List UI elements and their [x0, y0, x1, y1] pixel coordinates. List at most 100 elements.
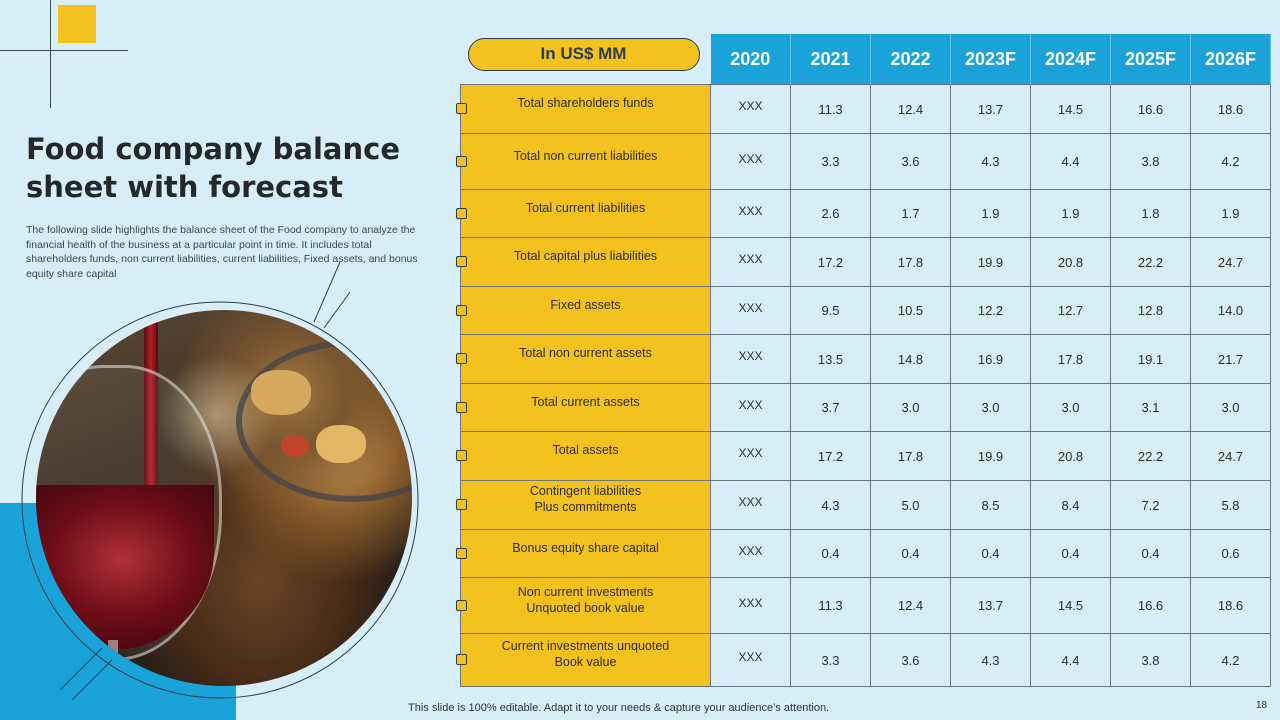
row-label: Bonus equity share capital — [512, 540, 659, 555]
cell-value: 3.3 — [821, 652, 840, 668]
row-label-cell: Current investments unquoted Book value — [456, 633, 711, 687]
table-row: Total current assets XXX 3.7 3.0 3.0 3.0 3.1 3.… — [456, 383, 1271, 432]
value-cell-2026f: 21.7 — [1190, 334, 1271, 384]
row-label: Total capital plus liabilities — [513, 249, 658, 263]
value-cell-2025f: 19.1 — [1110, 334, 1191, 384]
row-label-cell: Total shareholders funds — [456, 84, 711, 134]
row-label-cell: Bonus equity share capital — [456, 529, 711, 578]
value-cell-2023f: 13.7 — [950, 577, 1031, 634]
value-cell-2023f: 1.9 — [950, 189, 1031, 238]
value-cell-2020: XXX — [710, 577, 791, 634]
decor-vertical-line — [50, 0, 51, 108]
cell-value: 5.0 — [901, 497, 920, 513]
row-label-cell: Total current liabilities — [456, 189, 711, 238]
decor-circle-lines — [21, 261, 419, 701]
cell-value: 4.4 — [1061, 154, 1080, 169]
value-cell-2021: 11.3 — [790, 84, 871, 134]
value-cell-2023f: 16.9 — [950, 334, 1031, 384]
cell-value: 4.4 — [1061, 652, 1080, 668]
value-cell-2020: XXX — [710, 633, 791, 687]
cell-value: 17.8 — [897, 448, 924, 464]
decor-yellow-square — [58, 5, 96, 43]
cell-value: 18.6 — [1217, 598, 1244, 613]
value-cell-2021: 17.2 — [790, 237, 871, 287]
value-cell-2022: 10.5 — [870, 286, 951, 335]
cell-value: 5.8 — [1221, 497, 1240, 513]
cell-value: 0.4 — [821, 546, 840, 561]
value-cell-2021: 17.2 — [790, 431, 871, 481]
value-cell-2021: 3.3 — [790, 633, 871, 687]
cell-value: 13.7 — [977, 598, 1004, 613]
value-cell-2026f: 0.6 — [1190, 529, 1271, 578]
cell-value: 16.9 — [977, 351, 1004, 367]
value-cell-2023f: 19.9 — [950, 431, 1031, 481]
value-cell-2022: 17.8 — [870, 431, 951, 481]
cell-value: 4.3 — [981, 652, 1000, 668]
value-cell-2021: 2.6 — [790, 189, 871, 238]
value-cell-2025f: 0.4 — [1110, 529, 1191, 578]
cell-value: 10.5 — [897, 303, 924, 318]
value-cell-2023f: 13.7 — [950, 84, 1031, 134]
value-cell-2026f: 4.2 — [1190, 133, 1271, 190]
value-cell-2023f: 19.9 — [950, 237, 1031, 287]
value-cell-2023f: 4.3 — [950, 633, 1031, 687]
value-cell-2024f: 1.9 — [1030, 189, 1111, 238]
value-cell-2023f: 12.2 — [950, 286, 1031, 335]
value-cell-2024f: 14.5 — [1030, 577, 1111, 634]
value-cell-2026f: 18.6 — [1190, 84, 1271, 134]
cell-value: XXX — [738, 543, 763, 558]
value-cell-2024f: 4.4 — [1030, 633, 1111, 687]
row-label: Total non current assets — [519, 346, 652, 360]
value-cell-2024f: 8.4 — [1030, 480, 1111, 530]
cell-value: 9.5 — [821, 303, 840, 318]
table-row: Current investments unquoted Book value X… — [456, 633, 1271, 687]
cell-value: 1.9 — [1221, 206, 1240, 221]
decor-diagonal-line-top-b — [323, 291, 351, 329]
value-cell-2021: 4.3 — [790, 480, 871, 530]
table-row: Total current liabilities XXX 2.6 1.7 1.9 1.9… — [456, 189, 1271, 238]
value-cell-2026f: 1.9 — [1190, 189, 1271, 238]
cell-value: 3.0 — [981, 400, 1000, 415]
table-row: Contingent liabilities Plus commitments X… — [456, 480, 1271, 530]
value-cell-2022: 12.4 — [870, 577, 951, 634]
cell-value: 3.0 — [1221, 400, 1240, 415]
value-cell-2025f: 3.1 — [1110, 383, 1191, 432]
row-marker — [456, 155, 467, 167]
page-number: 18 — [1256, 700, 1268, 711]
value-cell-2022: 5.0 — [870, 480, 951, 530]
row-marker — [456, 654, 467, 665]
value-cell-2026f: 24.7 — [1190, 237, 1271, 287]
row-label: Fixed assets — [550, 297, 621, 312]
value-cell-2020: XXX — [710, 237, 791, 287]
table-header-row: In US$ MM 2020 2021 2022 2023F 2024F 2025F 202… — [461, 34, 1271, 85]
value-cell-2026f: 3.0 — [1190, 383, 1271, 432]
decor-horizontal-line — [0, 50, 128, 51]
header-label-cell: In US$ MM — [461, 34, 711, 85]
value-cell-2020: XXX — [710, 529, 791, 578]
slide-description: The following slide highlights the balan… — [26, 224, 418, 280]
photo-food-piece — [251, 370, 311, 415]
cell-value: 19.9 — [977, 254, 1004, 270]
cell-value: 12.4 — [897, 598, 924, 613]
value-cell-2026f: 4.2 — [1190, 633, 1271, 687]
cell-value: 1.7 — [901, 206, 920, 221]
cell-value: XXX — [738, 99, 763, 113]
value-cell-2025f: 16.6 — [1110, 84, 1191, 134]
cell-value: XXX — [738, 252, 763, 266]
row-label-cell: Total current assets — [456, 383, 711, 432]
row-marker — [456, 499, 467, 510]
cell-value: 4.3 — [981, 154, 1000, 169]
row-label: Total non current liabilities — [513, 148, 658, 163]
value-cell-2021: 9.5 — [790, 286, 871, 335]
table-body: Total shareholders funds XXX 11.3 12.4 13.7 1… — [456, 84, 1271, 687]
photo-wine — [36, 485, 214, 650]
cell-value: 1.9 — [1061, 206, 1080, 221]
table-row: Total non current liabilities XXX 3.3 3.6 4.… — [456, 133, 1271, 190]
cell-value: XXX — [738, 203, 763, 218]
table-row: Total assets XXX 17.2 17.8 19.9 20.8 22.2 24.7 — [456, 431, 1271, 481]
row-label: Current investments unquoted Book value — [501, 639, 670, 669]
row-label: Total current liabilities — [525, 200, 646, 215]
cell-value: 21.7 — [1217, 351, 1244, 367]
cell-value: 0.6 — [1221, 546, 1240, 561]
value-cell-2026f: 5.8 — [1190, 480, 1271, 530]
